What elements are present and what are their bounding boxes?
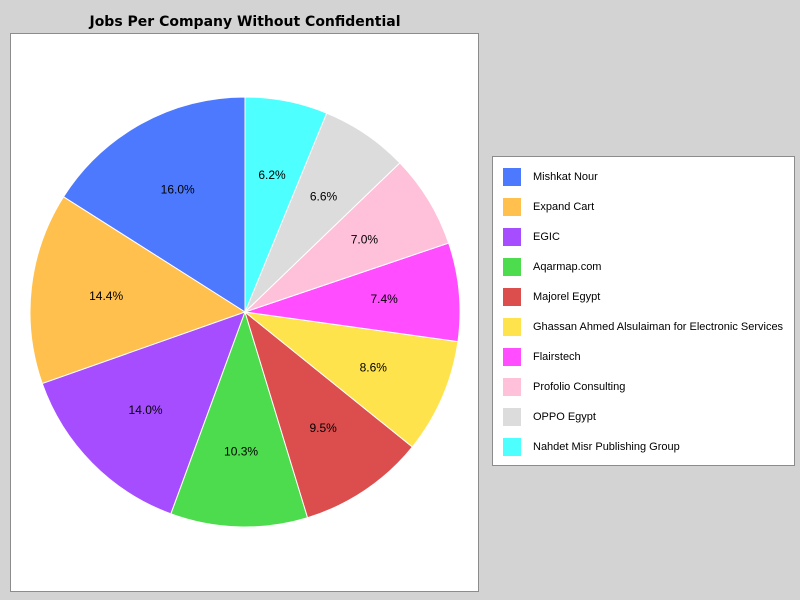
chart-title: Jobs Per Company Without Confidential [89, 14, 401, 30]
legend-item: Flairstech [503, 347, 788, 367]
legend-swatch [503, 318, 521, 336]
legend-swatch [503, 378, 521, 396]
slice-percent-label: 9.5% [310, 421, 338, 435]
pie-chart: 16.0% 14.4% 14.0% 10.3% 9.5% 8.6% 7.4% 7.0% 6.6%… [29, 96, 461, 528]
legend-label: Flairstech [533, 351, 581, 363]
slice-percent-label: 6.6% [310, 189, 338, 203]
legend-item: Majorel Egypt [503, 287, 788, 307]
legend-label: EGIC [533, 231, 560, 243]
plot-area: 16.0% 14.4% 14.0% 10.3% 9.5% 8.6% 7.4% 7.0% 6.6%… [10, 33, 479, 592]
pie-slice [244, 96, 328, 313]
legend-swatch [503, 228, 521, 246]
legend-item: Profolio Consulting [503, 377, 788, 397]
pie-slice [62, 96, 246, 313]
legend-item: EGIC [503, 227, 788, 247]
legend-item: Expand Cart [503, 197, 788, 217]
legend-swatch [503, 438, 521, 456]
pie-slice [244, 310, 414, 519]
legend-swatch [503, 168, 521, 186]
legend-label: OPPO Egypt [533, 411, 596, 423]
legend-label: Nahdet Misr Publishing Group [533, 441, 680, 453]
legend-label: Aqarmap.com [533, 261, 602, 273]
pie-slice [41, 311, 246, 515]
slice-percent-label: 16.0% [161, 183, 195, 197]
legend-label: Majorel Egypt [533, 291, 601, 303]
slice-percent-label: 14.4% [89, 289, 123, 303]
legend-item: Nahdet Misr Publishing Group [503, 437, 788, 457]
legend-label: Ghassan Ahmed Alsulaiman for Electronic … [533, 321, 784, 333]
legend-swatch [503, 198, 521, 216]
legend: Mishkat Nour Expand Cart EGIC Aqarmap.com Ma… [492, 156, 795, 466]
legend-swatch [503, 348, 521, 366]
legend-item: Mishkat Nour [503, 167, 788, 187]
pie-slice [29, 196, 247, 385]
legend-label: Expand Cart [533, 201, 595, 213]
slice-percent-label: 7.4% [370, 292, 398, 306]
slice-percent-label: 7.0% [351, 232, 379, 246]
legend-swatch [503, 258, 521, 276]
slice-percent-label: 14.0% [129, 403, 163, 417]
slice-percent-label: 8.6% [360, 361, 388, 375]
pie-slice [170, 310, 309, 528]
legend-label: Profolio Consulting [533, 381, 626, 393]
pie-slice [243, 311, 459, 448]
slice-percent-label: 6.2% [258, 168, 286, 182]
slice-percent-label: 10.3% [224, 445, 258, 459]
legend-swatch [503, 288, 521, 306]
legend-swatch [503, 408, 521, 426]
legend-item: Ghassan Ahmed Alsulaiman for Electronic … [503, 317, 788, 337]
legend-item: Aqarmap.com [503, 257, 788, 277]
legend-label: Mishkat Nour [533, 171, 598, 183]
legend-item: OPPO Egypt [503, 407, 788, 427]
pie-slice [244, 242, 461, 343]
